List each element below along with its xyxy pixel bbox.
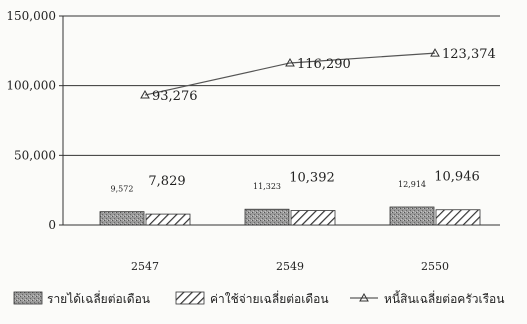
income-value-label: 12,914	[398, 180, 426, 189]
y-tick-label: 0	[48, 218, 56, 232]
income-bar	[99, 211, 145, 226]
x-category-labels: 2547 2549 2550	[131, 260, 449, 273]
debt-value-label: 93,276	[152, 89, 198, 104]
debt-marker	[140, 90, 150, 99]
expense-value-label: 10,392	[289, 171, 335, 186]
debt-value-label: 116,290	[297, 57, 351, 72]
line-value-labels: 93,276 116,290 123,374	[152, 47, 496, 104]
legend-debt-label: หนี้สินเฉลี่ยต่อครัวเรือน	[384, 290, 504, 306]
income-bar	[244, 208, 290, 226]
x-category-label: 2549	[276, 260, 304, 273]
debt-line	[140, 48, 440, 99]
income-value-label: 11,323	[253, 182, 281, 191]
debt-marker	[285, 57, 295, 67]
bars	[99, 206, 481, 226]
debt-marker	[430, 48, 440, 57]
legend-expense-label: ค่าใช้จ่ายเฉลี่ยต่อเดือน	[210, 290, 329, 306]
y-tick-labels: 0 50,000 100,000 150,000	[6, 9, 56, 232]
legend: รายได้เฉลี่ยต่อเดือน ค่าใช้จ่ายเฉลี่ยต่อเ…	[13, 290, 504, 306]
y-tick-label: 50,000	[14, 148, 56, 162]
income-value-label: 9,572	[111, 185, 134, 194]
bar-value-labels: 9,572 7,829 11,323 10,392 12,914 10,946	[111, 170, 480, 194]
expense-value-label: 7,829	[148, 174, 185, 189]
debt-line-path	[144, 52, 436, 96]
y-tick-label: 100,000	[6, 79, 56, 93]
expense-value-label: 10,946	[434, 170, 480, 185]
expense-bar	[290, 210, 336, 226]
legend-income-swatch	[13, 291, 43, 305]
legend-debt-marker	[359, 292, 369, 302]
x-category-label: 2547	[131, 260, 159, 273]
expense-bar	[435, 209, 481, 226]
legend-income-label: รายได้เฉลี่ยต่อเดือน	[47, 290, 150, 306]
debt-value-label: 123,374	[442, 47, 496, 62]
income-bar	[389, 206, 435, 226]
gridlines	[63, 15, 500, 156]
expense-bar	[145, 213, 191, 226]
x-category-label: 2550	[421, 260, 449, 273]
y-tick-label: 150,000	[6, 9, 56, 23]
legend-expense-swatch	[175, 291, 205, 305]
